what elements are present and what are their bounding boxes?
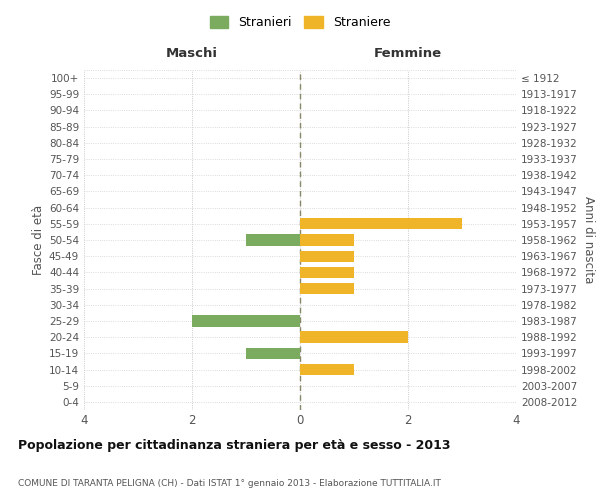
- Bar: [300, 266, 354, 278]
- Bar: [246, 234, 300, 246]
- Bar: [300, 332, 408, 343]
- Text: Maschi: Maschi: [166, 47, 218, 60]
- Legend: Stranieri, Straniere: Stranieri, Straniere: [205, 11, 395, 34]
- Bar: [246, 348, 300, 359]
- Bar: [300, 364, 354, 375]
- Text: Popolazione per cittadinanza straniera per età e sesso - 2013: Popolazione per cittadinanza straniera p…: [18, 440, 451, 452]
- Y-axis label: Fasce di età: Fasce di età: [32, 205, 45, 275]
- Bar: [300, 283, 354, 294]
- Bar: [300, 218, 462, 230]
- Text: Femmine: Femmine: [374, 47, 442, 60]
- Bar: [192, 316, 300, 326]
- Bar: [300, 250, 354, 262]
- Y-axis label: Anni di nascita: Anni di nascita: [582, 196, 595, 284]
- Bar: [300, 234, 354, 246]
- Text: COMUNE DI TARANTA PELIGNA (CH) - Dati ISTAT 1° gennaio 2013 - Elaborazione TUTTI: COMUNE DI TARANTA PELIGNA (CH) - Dati IS…: [18, 478, 441, 488]
